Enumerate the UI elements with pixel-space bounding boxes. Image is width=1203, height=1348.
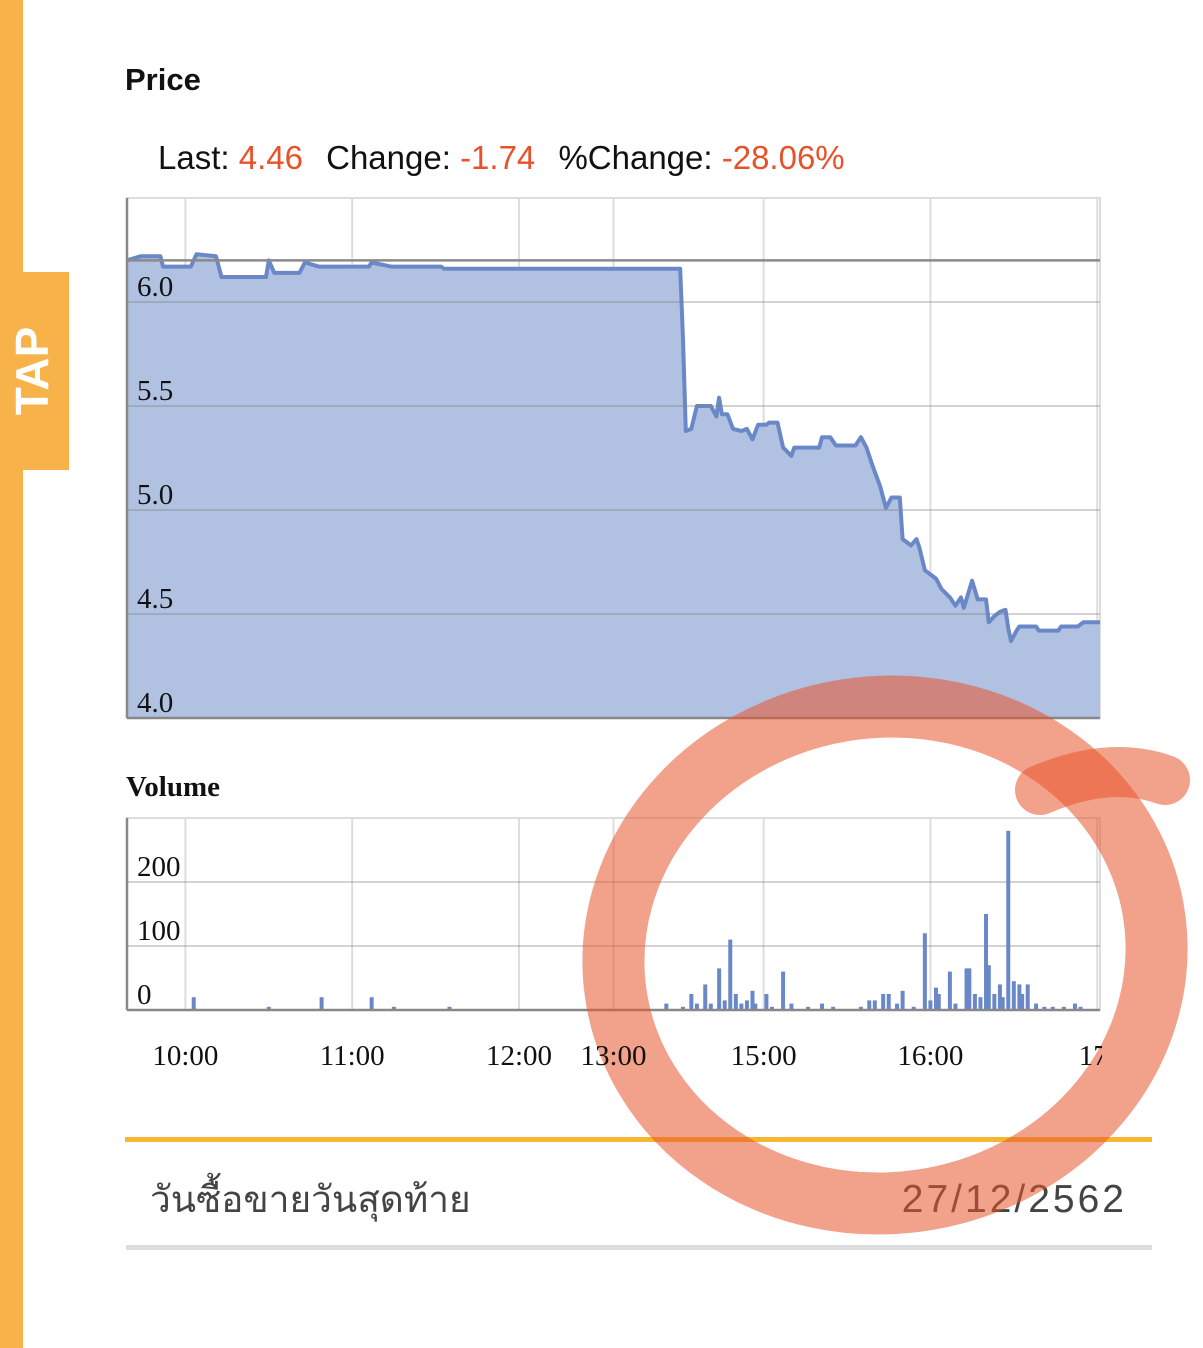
volume-bar (391, 1006, 396, 1010)
x-tick-label: 16:00 (897, 1040, 963, 1072)
stat-label: %Change: (558, 139, 712, 176)
volume-bar (1050, 1006, 1055, 1010)
y-tick-label: 5.5 (137, 375, 173, 407)
side-strip (0, 0, 23, 1348)
volume-bar (978, 997, 983, 1010)
x-tick-label: 11:00 (320, 1040, 385, 1072)
y-tick-label: 5.0 (137, 479, 173, 511)
volume-bar (1000, 997, 1005, 1010)
volume-bar (733, 994, 738, 1010)
stat-value: -28.06% (722, 139, 845, 176)
volume-bar (764, 994, 769, 1010)
volume-bar (922, 933, 927, 1010)
volume-bar (717, 968, 722, 1010)
volume-bar (872, 1000, 877, 1010)
volume-bar (781, 971, 786, 1010)
volume-bar (886, 994, 891, 1010)
volume-bar (1006, 830, 1011, 1010)
annotation-stroke (1015, 747, 1190, 815)
volume-bar (739, 1003, 744, 1010)
divider (126, 1245, 1152, 1250)
volume-bar (947, 971, 952, 1010)
y-tick-label: 6.0 (137, 271, 173, 303)
volume-bar (1025, 984, 1030, 1010)
side-tab[interactable] (22, 272, 69, 470)
footer-label: วันซื้อขายวันสุดท้าย (150, 1172, 471, 1222)
price-chart: 4.0 4.5 5.0 5.5 6.0 (125, 197, 1101, 720)
volume-bar (369, 997, 374, 1010)
volume-bar (936, 994, 941, 1010)
stat-label: Change: (326, 139, 451, 176)
volume-bar (1011, 981, 1016, 1010)
price-title: Price (125, 62, 201, 97)
volume-bar (447, 1006, 452, 1010)
volume-bar (694, 1003, 699, 1010)
volume-bar (1078, 1006, 1083, 1010)
stat-label: Last: (158, 139, 230, 176)
volume-bar (953, 1003, 958, 1010)
volume-bar (997, 984, 1002, 1010)
volume-bar (753, 1003, 758, 1010)
volume-bar (266, 1006, 271, 1010)
volume-bar (911, 1006, 916, 1010)
volume-title: Volume (126, 771, 220, 803)
volume-bar (681, 1006, 685, 1010)
volume-bar (881, 994, 886, 1010)
volume-bar (1034, 1003, 1039, 1010)
stats-line: Last: 4.46 Change: -1.74 %Change: -28.06… (158, 139, 845, 176)
volume-bar (708, 1003, 713, 1010)
volume-bar (992, 994, 997, 1010)
volume-bar (1072, 1003, 1077, 1010)
x-tick-label: 12:00 (486, 1040, 552, 1072)
volume-bar (900, 990, 905, 1010)
y-tick-label: 4.5 (137, 583, 173, 615)
volume-bar (1020, 994, 1025, 1010)
stat-value: 4.46 (239, 139, 303, 176)
volume-bar (1061, 1006, 1066, 1010)
x-tick-label: 17: (1079, 1040, 1116, 1072)
volume-bar (722, 1000, 727, 1010)
volume-bar (806, 1006, 811, 1010)
price-area (127, 254, 1100, 718)
volume-bar (967, 968, 972, 1010)
volume-bar (191, 997, 196, 1010)
y-tick-label: 4.0 (137, 687, 173, 719)
volume-bar (728, 939, 733, 1010)
annotation-circle (582, 675, 1188, 1235)
y-tick-label: 100 (137, 915, 181, 947)
volume-bar (984, 914, 989, 1010)
volume-bar (933, 987, 938, 1010)
volume-bar (964, 968, 969, 1010)
x-tick-labels: 10:00 11:00 12:00 13:00 15:00 16:00 17: (152, 1040, 1116, 1072)
volume-bar (820, 1003, 824, 1010)
volume-bar (789, 1003, 794, 1010)
y-tick-label: 200 (137, 851, 181, 883)
volume-bar (867, 1000, 872, 1010)
side-tab-label: TAP (6, 327, 58, 416)
volume-bar (831, 1006, 836, 1010)
volume-bar (750, 990, 755, 1010)
volume-bar (769, 1006, 774, 1010)
x-tick-label: 13:00 (580, 1040, 646, 1072)
volume-bar (972, 994, 977, 1010)
volume-bar (1042, 1006, 1047, 1010)
x-tick-label: 15:00 (731, 1040, 797, 1072)
price-line (126, 252, 1100, 643)
volume-bar (928, 1000, 933, 1010)
y-tick-label: 0 (137, 979, 152, 1011)
volume-bar (986, 965, 991, 1010)
volume-bar (703, 984, 708, 1010)
volume-bar (895, 1003, 900, 1010)
grid (184, 818, 1099, 1010)
divider (125, 1137, 1152, 1142)
volume-bar (1017, 984, 1022, 1010)
volume-bar (858, 1006, 863, 1010)
volume-bar (319, 997, 324, 1010)
volume-bar (664, 1003, 669, 1010)
volume-bar (689, 994, 694, 1010)
volume-bar (744, 1000, 749, 1010)
x-tick-label: 10:00 (152, 1040, 218, 1072)
stat-value: -1.74 (460, 139, 535, 176)
